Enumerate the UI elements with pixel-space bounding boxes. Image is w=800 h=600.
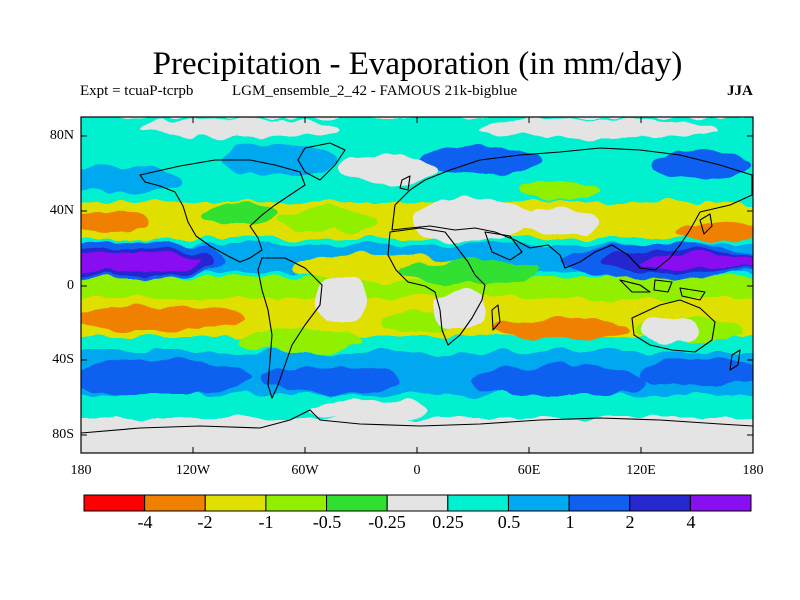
lat-label-80s: 80S: [52, 427, 74, 442]
colorbar-box: [629, 494, 691, 512]
colorbar-label: 1: [565, 512, 575, 532]
colorbar: [83, 494, 752, 512]
colorbar-label: 4: [686, 512, 696, 532]
precip-evap-field: [81, 117, 753, 453]
colorbar-label: -0.25: [368, 512, 406, 532]
colorbar-label: -1: [258, 512, 274, 532]
lon-label-120e: 120E: [626, 463, 656, 478]
experiment-label: Expt = tcuaP-tcrpb: [80, 83, 194, 99]
lon-label-120w: 120W: [175, 463, 211, 478]
colorbar-box: [144, 494, 206, 512]
colorbar-label: -4: [137, 512, 153, 532]
lat-label-80n: 80N: [49, 128, 74, 143]
colorbar-box: [507, 494, 570, 512]
colorbar-box: [265, 494, 328, 512]
coastlines: [81, 142, 753, 434]
lon-label-0: 0: [413, 463, 421, 478]
lat-label-40s: 40S: [52, 352, 74, 367]
lon-label-60e: 60E: [517, 463, 541, 478]
colorbar-label: 2: [625, 512, 635, 532]
colorbar-box: [83, 494, 146, 512]
colorbar-box: [326, 494, 388, 512]
run-label: LGM_ensemble_2_42 - FAMOUS 21k-bigblue: [232, 83, 518, 99]
season-label: JJA: [727, 83, 753, 99]
map-title: Precipitation - Evaporation (in mm/day): [152, 46, 683, 82]
colorbar-box: [568, 494, 631, 512]
lon-label-60w: 60W: [291, 463, 319, 478]
colorbar-label: 0.5: [497, 512, 521, 532]
colorbar-box: [689, 494, 752, 512]
colorbar-label: 0.25: [432, 512, 464, 532]
colorbar-box: [386, 494, 449, 512]
colorbar-label: -2: [197, 512, 213, 532]
colorbar-box: [204, 494, 267, 512]
colorbar-box: [447, 494, 509, 512]
colorbar-label: -0.5: [312, 512, 342, 532]
lon-label-180e: 180: [742, 463, 764, 478]
lat-label-0: 0: [67, 278, 74, 293]
lon-label-180w: 180: [70, 463, 92, 478]
lat-label-40n: 40N: [49, 203, 74, 218]
